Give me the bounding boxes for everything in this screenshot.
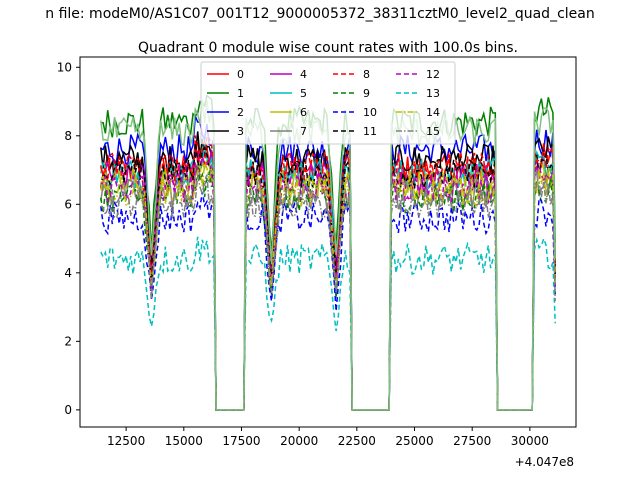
legend-label-13: 13 [426, 87, 440, 100]
legend-label-7: 7 [300, 125, 307, 138]
x-axis: 12500 15000 17500 20000 22500 25000 27500 30000 [107, 427, 549, 448]
legend-label-5: 5 [300, 87, 307, 100]
x-tick-label: 17500 [222, 434, 260, 448]
series-line-11 [100, 142, 556, 411]
legend-label-3: 3 [237, 125, 244, 138]
figure-supertitle: n file: modeM0/AS1C07_001T12_9000005372_… [45, 6, 595, 22]
x-tick-label: 15000 [165, 434, 203, 448]
legend-label-12: 12 [426, 68, 440, 81]
x-tick-label: 25000 [395, 434, 433, 448]
series-line-15 [100, 174, 556, 411]
x-offset-label: +4.047e8 [515, 455, 574, 469]
y-axis: 0 2 4 6 8 10 [57, 60, 80, 417]
legend-label-1: 1 [237, 87, 244, 100]
legend-box [200, 61, 456, 145]
legend-label-14: 14 [426, 106, 440, 119]
legend-label-8: 8 [363, 68, 370, 81]
legend-label-0: 0 [237, 68, 244, 81]
legend-label-4: 4 [300, 68, 307, 81]
legend-label-11: 11 [363, 125, 377, 138]
legend-label-6: 6 [300, 106, 307, 119]
y-tick-label: 10 [57, 60, 72, 74]
y-tick-label: 0 [64, 403, 72, 417]
x-tick-label: 20000 [280, 434, 318, 448]
y-tick-label: 4 [64, 266, 72, 280]
x-tick-label: 12500 [107, 434, 145, 448]
y-tick-label: 6 [64, 197, 72, 211]
series-line-7 [100, 164, 556, 411]
x-tick-label: 22500 [338, 434, 376, 448]
legend-label-10: 10 [363, 106, 377, 119]
series-line-13 [100, 236, 556, 411]
y-tick-label: 8 [64, 129, 72, 143]
legend-label-15: 15 [426, 125, 440, 138]
legend-label-2: 2 [237, 106, 244, 119]
chart-title: Quadrant 0 module wise count rates with … [138, 40, 518, 56]
x-tick-label: 27500 [453, 434, 491, 448]
series-line-12 [100, 156, 556, 411]
x-tick-label: 30000 [511, 434, 549, 448]
series-layer [100, 93, 556, 411]
y-tick-label: 2 [64, 334, 72, 348]
series-line-10 [100, 191, 556, 411]
series-line-8 [100, 134, 556, 411]
legend-label-9: 9 [363, 87, 370, 100]
plot-frame [79, 56, 577, 428]
